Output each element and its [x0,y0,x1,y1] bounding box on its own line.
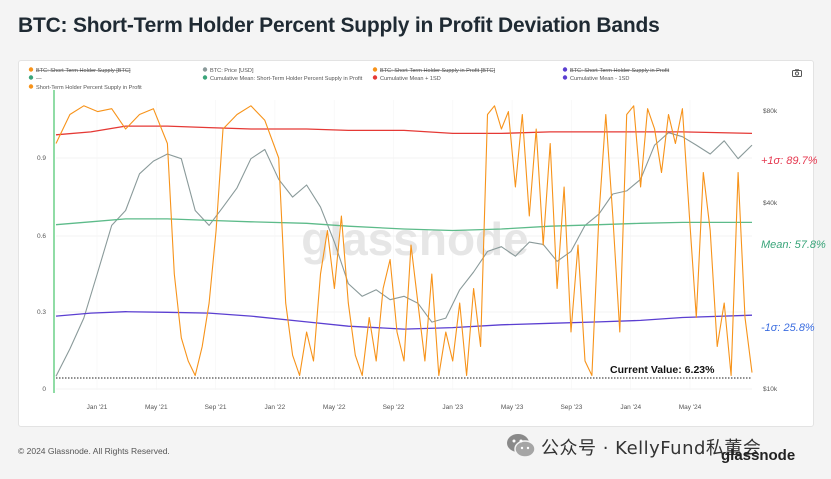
legend-dot-1 [202,67,208,72]
x-tick-label: May '23 [501,404,524,411]
y-right-tick-label: $10k [763,386,778,393]
legend-item-6: Cumulative Mean + 1SD [380,76,441,82]
x-tick-label: Jan '24 [620,404,641,411]
legend-item-4: — [36,76,42,82]
legend-dot-3 [562,67,568,72]
wechat-account-label: 公众号 · KellyFund私董会 [541,438,762,459]
x-tick-label: Sep '21 [205,404,227,411]
current-value-label: Current Value: 6.23% [610,364,715,376]
y-tick-label: 0.3 [37,309,46,316]
legend-item-0: BTC: Short-Term Holder Supply [BTC] [36,68,131,74]
x-tick-label: May '21 [145,404,168,411]
legend-item-5: Cumulative Mean: Short-Term Holder Perce… [210,76,363,82]
legend-dot-2 [372,67,378,72]
x-tick-label: Sep '22 [383,404,405,411]
legend-dot-5 [202,75,208,80]
series-line-cumulative-mean-short-term-holder-percent-supply-in-profit [55,218,752,232]
y-right-tick-label: $80k [763,108,778,115]
legend-dot-0 [28,67,34,72]
wechat-icon [507,434,536,458]
x-tick-label: May '22 [323,404,346,411]
x-tick-label: Sep '23 [560,404,582,411]
y-tick-label: 0 [42,386,46,393]
watermark: glassnode [301,213,529,265]
y-tick-label: 0.6 [37,233,46,240]
band-label-minus1sd: -1σ: 25.8% [761,322,815,334]
legend-dot-6 [372,75,378,80]
legend-dot-4 [28,75,34,80]
x-tick-label: Jan '21 [87,404,108,411]
series-line-btc-price-usd [55,132,753,377]
annotations: Current Value: 6.23% +1σ: 89.7% Mean: 57.8… [56,155,826,379]
x-tick-label: May '24 [679,404,702,411]
series-line-cumulative-mean-1sd [55,125,753,136]
legend: BTC: Short-Term Holder Supply [BTC] BTC: … [28,67,670,91]
series-line-cumulative-mean-1sd [55,311,753,330]
band-label-plus1sd: +1σ: 89.7% [761,155,818,167]
legend-item-3: BTC: Short-Term Holder Supply in Profit [570,68,670,74]
legend-item-2: BTC: Short-Term Holder Supply in Profit … [380,68,495,74]
y-tick-label: 0.9 [37,155,46,162]
legend-item-7: Cumulative Mean - 1SD [570,76,629,82]
series-line-short-term-holder-percent-supply-in-profit [55,105,753,377]
band-label-mean: Mean: 57.8% [761,239,826,251]
copyright-footer: © 2024 Glassnode. All Rights Reserved. [18,446,170,456]
grid [56,100,752,390]
legend-dot-7 [562,75,568,80]
legend-item-8: Short-Term Holder Percent Supply in Prof… [36,85,142,91]
legend-item-1: BTC: Price [USD] [210,68,254,74]
x-tick-label: Jan '23 [442,404,463,411]
axes: 0 0.3 0.6 0.9 $10k $40k $80k Jan '21 May '21 Sep … [37,90,778,411]
camera-icon[interactable] [792,69,802,77]
x-tick-label: Jan '22 [265,404,286,411]
page-title: BTC: Short-Term Holder Percent Supply in… [18,14,660,37]
y-right-tick-label: $40k [763,200,778,207]
series-layer [55,105,753,377]
chart-card [18,60,814,427]
legend-dot-8 [28,84,34,89]
brand-logo-text: glassnode [721,447,796,464]
